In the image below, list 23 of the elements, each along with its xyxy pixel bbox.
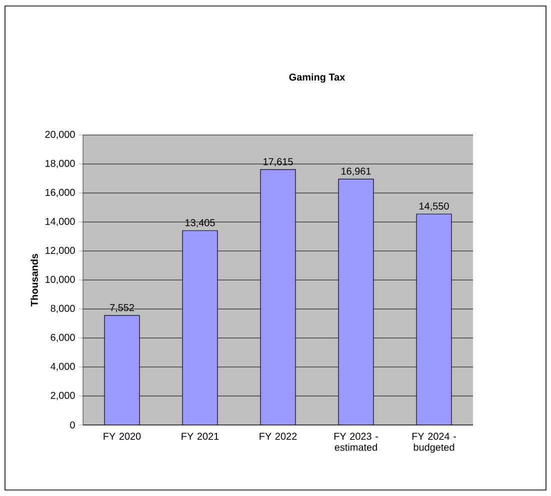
y-tick-label: 8,000	[50, 304, 75, 314]
x-tick-label: FY 2023 - estimated	[334, 432, 378, 451]
x-tick-label: FY 2024 - budgeted	[412, 432, 456, 453]
data-label: 14,550	[420, 202, 449, 211]
y-tick-label: 16,000	[46, 188, 75, 198]
y-tick-label: 18,000	[46, 160, 75, 168]
y-tick-label: 4,000	[50, 362, 75, 372]
chart-title: Gaming Tax	[289, 73, 346, 83]
y-axis-title: Thousands	[30, 254, 38, 306]
y-tick-label: 14,000	[46, 218, 75, 226]
y-tick-label: 6,000	[50, 334, 75, 342]
data-label: 7,552	[110, 304, 134, 312]
y-tick-label: 0	[70, 421, 75, 429]
data-label: 13,405	[186, 219, 215, 228]
x-tick-label: FY 2022	[260, 432, 297, 440]
y-tick-label: 20,000	[45, 130, 75, 140]
data-label: 17,615	[264, 158, 293, 166]
data-label: 16,961	[342, 168, 371, 176]
y-tick-label: 12,000	[46, 246, 75, 256]
y-tick-label: 2,000	[50, 392, 75, 400]
x-tick-label: FY 2021	[182, 432, 219, 440]
y-tick-label: 10,000	[46, 276, 75, 284]
x-tick-label: FY 2020	[104, 432, 141, 440]
